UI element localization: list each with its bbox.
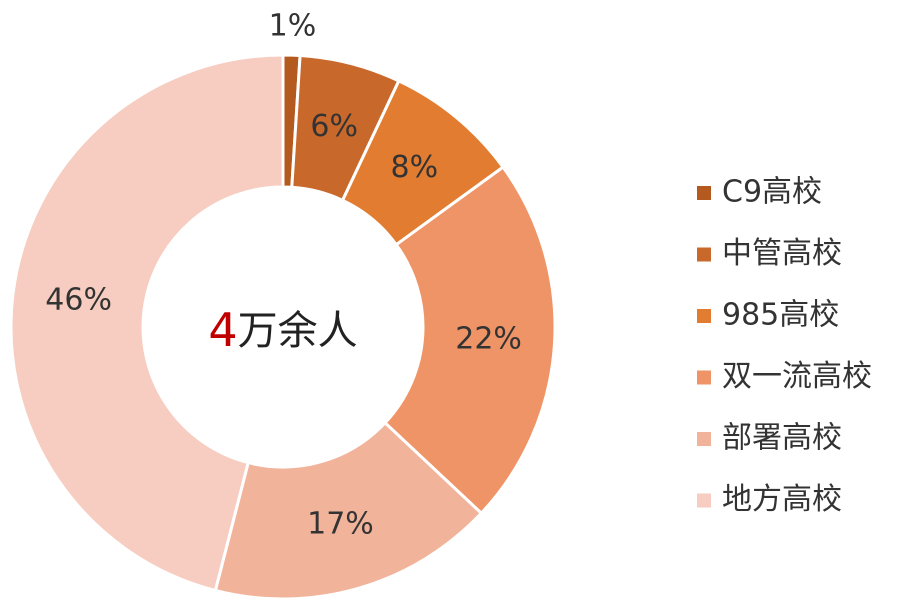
data-label: 46%: [45, 283, 112, 318]
legend-label: 部署高校: [722, 421, 842, 456]
legend-swatch: [697, 247, 711, 262]
legend-swatch: [697, 432, 711, 446]
slice: [9, 53, 285, 593]
legend-swatch: [697, 370, 711, 385]
data-label: 6%: [310, 109, 358, 144]
legend-label: 985高校: [722, 298, 839, 333]
legend-label: 地方高校: [722, 482, 842, 517]
legend-swatch: [697, 186, 711, 200]
center-text: 万余人: [238, 308, 358, 354]
center-number: 4: [208, 303, 237, 357]
center-label: 4万余人: [208, 303, 357, 357]
slice: [382, 165, 557, 516]
legend-swatch: [697, 493, 711, 508]
legend-swatch: [697, 309, 711, 323]
legend-label: 中管高校: [722, 236, 842, 271]
data-label: 8%: [391, 150, 439, 185]
legend-label: C9高校: [722, 175, 822, 210]
data-label: 1%: [269, 9, 317, 44]
data-label: 22%: [455, 321, 522, 356]
slice: [213, 420, 484, 601]
data-label: 17%: [307, 506, 374, 541]
legend-label: 双一流高校: [722, 359, 872, 394]
